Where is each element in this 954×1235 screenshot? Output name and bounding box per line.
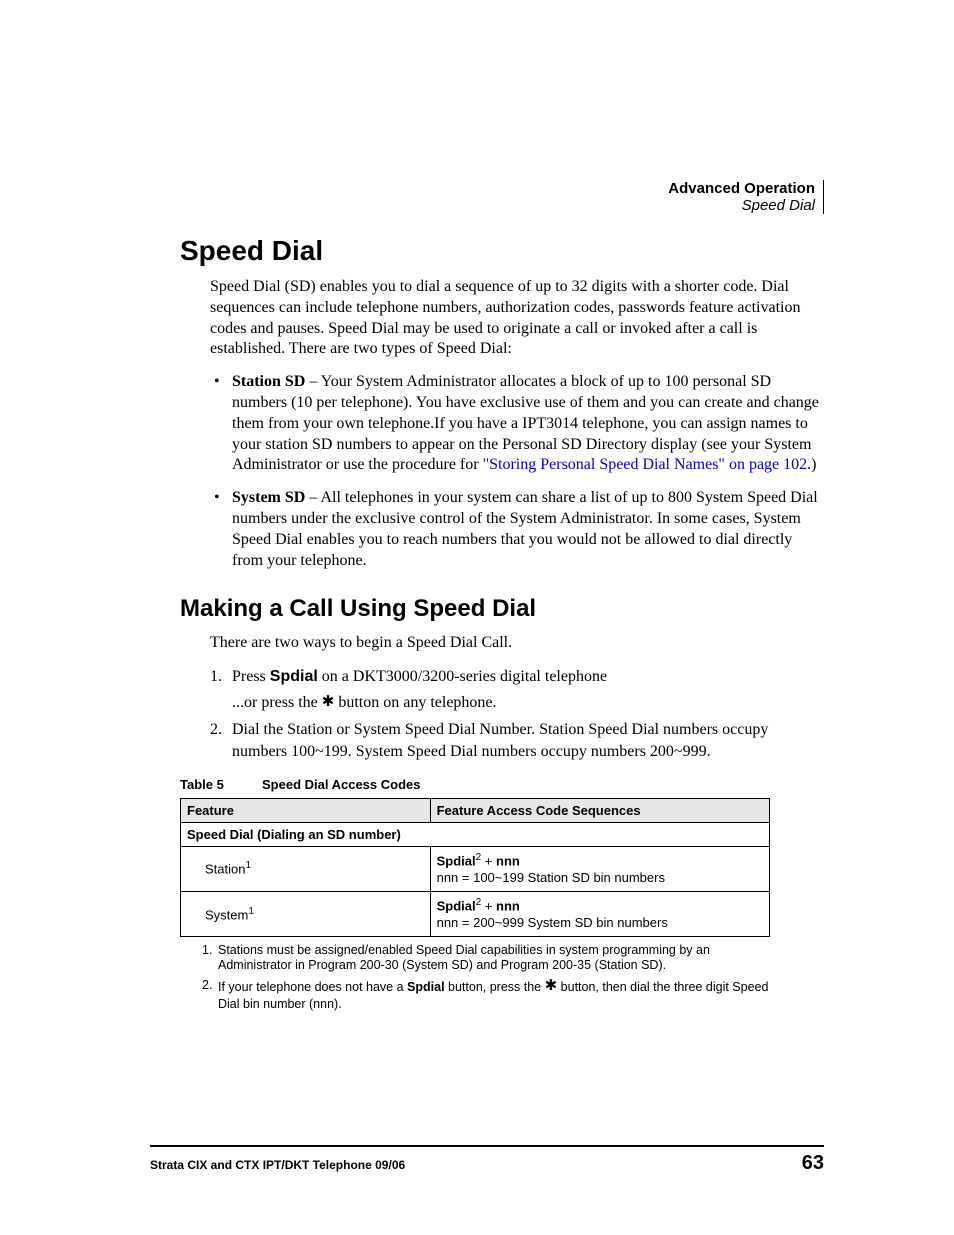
footer-doc-title: Strata CIX and CTX IPT/DKT Telephone 09/… xyxy=(150,1158,405,1172)
star-icon: ✱ xyxy=(545,977,558,994)
two-ways-paragraph: There are two ways to begin a Speed Dial… xyxy=(210,633,824,654)
bullet-lead: System SD xyxy=(232,489,305,506)
table-caption: Table 5Speed Dial Access Codes xyxy=(180,777,824,792)
table-row: Station1 Spdial2 + nnn nnn = 100~199 Sta… xyxy=(181,846,770,891)
table-footnotes: 1. Stations must be assigned/enabled Spe… xyxy=(202,943,782,1013)
bullet-system-sd: System SD – All telephones in your syste… xyxy=(210,488,824,571)
header-section: Speed Dial xyxy=(668,197,815,214)
spdial-button-label: Spdial xyxy=(407,980,445,994)
table-subhead: Speed Dial (Dialing an SD number) xyxy=(181,822,770,846)
col-code: Feature Access Code Sequences xyxy=(430,798,769,822)
footnote-text: If your telephone does not have a Spdial… xyxy=(218,978,782,1012)
footnote-text: Stations must be assigned/enabled Speed … xyxy=(218,943,782,974)
step1-sub-a: ...or press the xyxy=(232,694,322,711)
page-content: Speed Dial Speed Dial (SD) enables you t… xyxy=(180,235,824,1016)
col-feature: Feature xyxy=(181,798,431,822)
footnote-ref: 1 xyxy=(248,906,254,917)
footnote-num: 1. xyxy=(202,943,218,974)
footnote-2: 2. If your telephone does not have a Spd… xyxy=(202,978,782,1012)
table-header-row: Feature Feature Access Code Sequences xyxy=(181,798,770,822)
footnote-num: 2. xyxy=(202,978,218,1012)
code-desc: nnn = 200~999 System SD bin numbers xyxy=(437,915,668,930)
step-2: Dial the Station or System Speed Dial Nu… xyxy=(210,719,824,762)
feature-name: Station xyxy=(205,862,245,877)
step-1: Press Spdial on a DKT3000/3200-series di… xyxy=(210,666,824,713)
steps-list: Press Spdial on a DKT3000/3200-series di… xyxy=(210,666,824,762)
table-row: System1 Spdial2 + nnn nnn = 200~999 Syst… xyxy=(181,891,770,936)
access-codes-table: Feature Feature Access Code Sequences Sp… xyxy=(180,798,770,937)
intro-paragraph: Speed Dial (SD) enables you to dial a se… xyxy=(210,277,824,360)
step1-b: on a DKT3000/3200-series digital telepho… xyxy=(318,668,607,685)
footer-rule xyxy=(150,1145,824,1147)
cell-feature: Station1 xyxy=(181,846,431,891)
step1-subline: ...or press the ✱ button on any telephon… xyxy=(232,692,824,714)
bullet-lead: Station SD xyxy=(232,373,305,390)
spdial-button-label: Spdial xyxy=(270,668,318,685)
code-plus: + xyxy=(481,853,496,868)
page-footer: Strata CIX and CTX IPT/DKT Telephone 09/… xyxy=(150,1152,824,1175)
table-subhead-row: Speed Dial (Dialing an SD number) xyxy=(181,822,770,846)
table-title: Speed Dial Access Codes xyxy=(262,777,420,792)
header-chapter: Advanced Operation xyxy=(668,180,815,197)
table-number: Table 5 xyxy=(180,777,262,792)
bullet-text: – All telephones in your system can shar… xyxy=(232,489,818,568)
code-nnn: nnn xyxy=(496,898,520,913)
heading-speed-dial: Speed Dial xyxy=(180,235,824,267)
bullet-text-b: .) xyxy=(807,456,816,473)
star-icon: ✱ xyxy=(322,694,335,710)
code-desc: nnn = 100~199 Station SD bin numbers xyxy=(437,870,665,885)
cell-code: Spdial2 + nnn nnn = 100~199 Station SD b… xyxy=(430,846,769,891)
code-plus: + xyxy=(481,898,496,913)
code-spdial: Spdial xyxy=(437,898,476,913)
footnote-ref: 1 xyxy=(245,860,251,871)
code-nnn: nnn xyxy=(496,853,520,868)
footnote-1: 1. Stations must be assigned/enabled Spe… xyxy=(202,943,782,974)
sd-types-list: Station SD – Your System Administrator a… xyxy=(210,372,824,571)
step1-sub-b: button on any telephone. xyxy=(334,694,496,711)
cell-code: Spdial2 + nnn nnn = 200~999 System SD bi… xyxy=(430,891,769,936)
page-number: 63 xyxy=(802,1152,824,1175)
feature-name: System xyxy=(205,907,248,922)
link-storing-names[interactable]: "Storing Personal Speed Dial Names" on p… xyxy=(483,456,808,473)
heading-making-call: Making a Call Using Speed Dial xyxy=(180,595,824,623)
code-spdial: Spdial xyxy=(437,853,476,868)
bullet-station-sd: Station SD – Your System Administrator a… xyxy=(210,372,824,476)
step1-a: Press xyxy=(232,668,270,685)
page-header: Advanced Operation Speed Dial xyxy=(668,180,824,214)
cell-feature: System1 xyxy=(181,891,431,936)
